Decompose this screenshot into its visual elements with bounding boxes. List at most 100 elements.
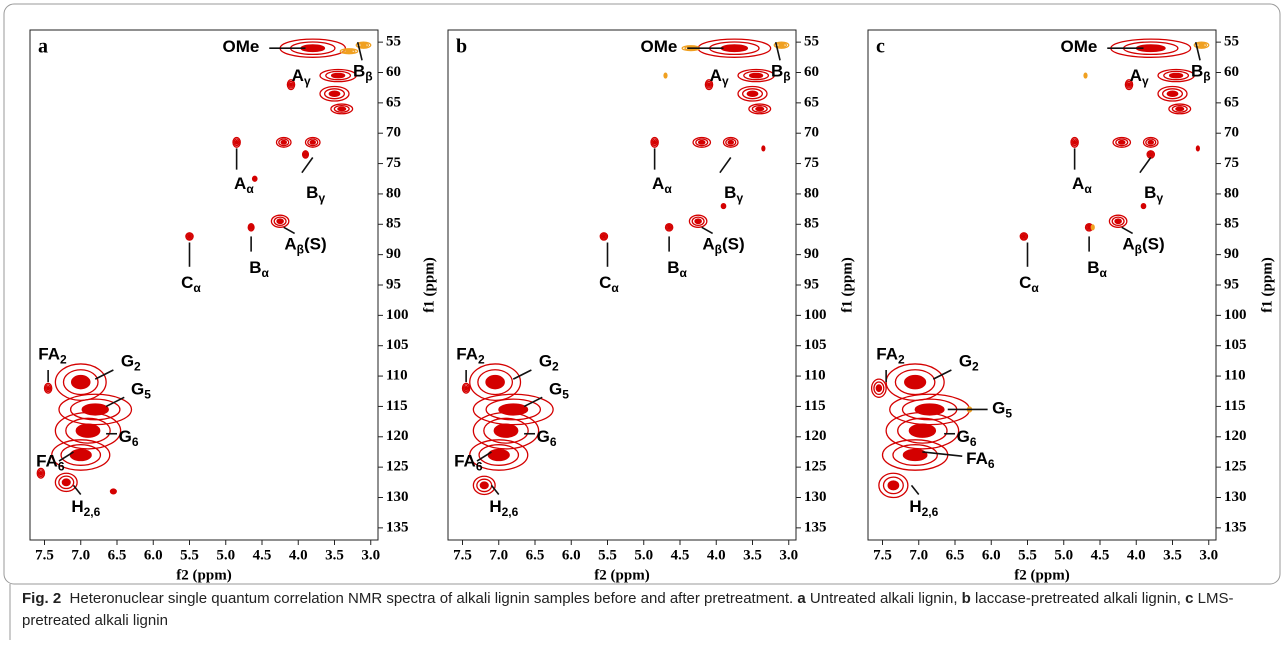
contour-ring <box>278 138 290 147</box>
contour-ring <box>276 218 284 225</box>
panel: c7.5 7.0 6.5 6.0 5.5 5.0 4.5 4.0 3.5 3.0556065707… <box>867 29 1275 583</box>
contour-ring <box>1072 139 1077 145</box>
contour-ring <box>727 139 735 145</box>
x-tick-label: 3.0 <box>361 547 380 563</box>
peak-label: Aγ <box>1130 66 1149 88</box>
contour-ring <box>360 43 367 47</box>
contour-ring <box>887 480 900 491</box>
peak-label: FA2 <box>876 345 905 367</box>
panel: b7.5 7.0 6.5 6.0 5.5 5.0 4.5 4.0 3.5 3.0556065707… <box>447 29 855 583</box>
y-tick-label: 90 <box>804 246 819 262</box>
peak-label-suffix: (S) <box>1142 235 1165 254</box>
peak <box>469 439 529 471</box>
y-tick-label: 85 <box>1224 216 1239 232</box>
y-tick-label: 130 <box>386 489 409 505</box>
y-tick-label: 135 <box>804 519 827 535</box>
y-axis-label: f1 (ppm) <box>1259 257 1275 312</box>
contour-ring <box>892 444 938 466</box>
peak <box>885 411 960 450</box>
peak-label-main: B <box>353 62 365 81</box>
contour-ring <box>1141 204 1146 208</box>
peak <box>1157 85 1188 102</box>
leader-line <box>356 41 363 61</box>
peaks <box>461 38 790 496</box>
contour-ring <box>493 423 519 438</box>
panel-label: b <box>456 36 467 58</box>
y-tick-label: 80 <box>386 185 401 201</box>
x-tick-label: 7.0 <box>71 547 90 563</box>
peak <box>737 68 775 83</box>
peak <box>1108 214 1128 228</box>
peak-label-sub: β <box>365 70 372 84</box>
peak <box>472 475 496 496</box>
y-tick-label: 100 <box>386 307 409 323</box>
peak-label-main: C <box>599 273 611 292</box>
contour-ring <box>1087 225 1092 230</box>
contour-ring <box>761 146 766 151</box>
y-tick-label: 55 <box>1224 34 1239 50</box>
x-axis-label: f2 (ppm) <box>594 567 649 583</box>
y-tick-label: 75 <box>1224 155 1239 171</box>
peak-label-main: B <box>1087 259 1099 278</box>
peak-label-main: A <box>652 174 664 193</box>
peak <box>1019 232 1029 241</box>
x-tick-label: 4.5 <box>253 547 272 563</box>
y-tick-label: 135 <box>386 519 409 535</box>
contour-ring <box>755 106 765 112</box>
contour-ring <box>309 139 317 145</box>
contour-ring <box>325 70 352 81</box>
y-tick-label: 85 <box>804 216 819 232</box>
contour-ring <box>464 385 469 391</box>
peak <box>720 202 727 210</box>
peak-label-sub: β <box>297 243 304 257</box>
y-tick-label: 120 <box>386 428 409 444</box>
panel: a7.5 7.0 6.5 6.0 5.5 5.0 4.5 4.0 3.5 3.0556065707… <box>29 29 437 583</box>
contour-ring <box>705 80 713 89</box>
contour-ring <box>302 151 309 158</box>
plot-frame <box>29 29 379 541</box>
contour-ring <box>600 233 607 240</box>
peak-label-main: A <box>1130 66 1142 85</box>
peak-label-sub: 6 <box>970 435 977 449</box>
x-tick-label: 6.5 <box>946 547 965 563</box>
y-tick-label: 80 <box>804 185 819 201</box>
peak-label: Aγ <box>292 66 311 88</box>
contour-ring <box>487 448 510 462</box>
x-tick-label: 6.0 <box>144 547 163 563</box>
y-tick-label: 130 <box>804 489 827 505</box>
peak-label-main: B <box>667 259 679 278</box>
peak-label-main: G <box>957 427 970 446</box>
y-tick-label: 55 <box>804 34 819 50</box>
contour-ring <box>463 384 470 393</box>
y-tick-label: 110 <box>386 368 408 384</box>
contour-ring <box>1125 80 1133 89</box>
y-tick-label: 60 <box>1224 64 1239 80</box>
peak-label-sub: 2 <box>134 360 141 374</box>
peak <box>1112 136 1132 148</box>
peak <box>461 382 471 394</box>
peak-label-main: A <box>702 235 714 254</box>
peak-label: G6 <box>537 427 557 449</box>
y-tick-label: 60 <box>386 64 401 80</box>
y-tick-label: 65 <box>1224 94 1239 110</box>
peak-label-main: C <box>181 273 193 292</box>
peak-label-main: G <box>131 380 144 399</box>
peak-label-main: B <box>724 183 736 202</box>
x-tick-label: 7.0 <box>489 547 508 563</box>
y-tick-label: 125 <box>386 459 409 475</box>
peak <box>878 472 909 499</box>
contour-ring <box>483 417 529 444</box>
peak-label: Aβ(S) <box>284 235 326 257</box>
peak-label-sub: 5 <box>1005 407 1012 421</box>
peak-label-main: B <box>249 259 261 278</box>
contour-ring <box>667 225 672 230</box>
y-tick-label: 95 <box>1224 276 1239 292</box>
y-tick-label: 75 <box>804 155 819 171</box>
peak-label: FA2 <box>38 345 67 367</box>
x-axis-label: f2 (ppm) <box>176 567 231 583</box>
panel-label: a <box>38 36 48 58</box>
peak-label: Bα <box>667 259 687 281</box>
peak-label: H2,6 <box>909 497 938 519</box>
contour-ring <box>1147 151 1154 158</box>
caption-key: b <box>961 590 971 607</box>
